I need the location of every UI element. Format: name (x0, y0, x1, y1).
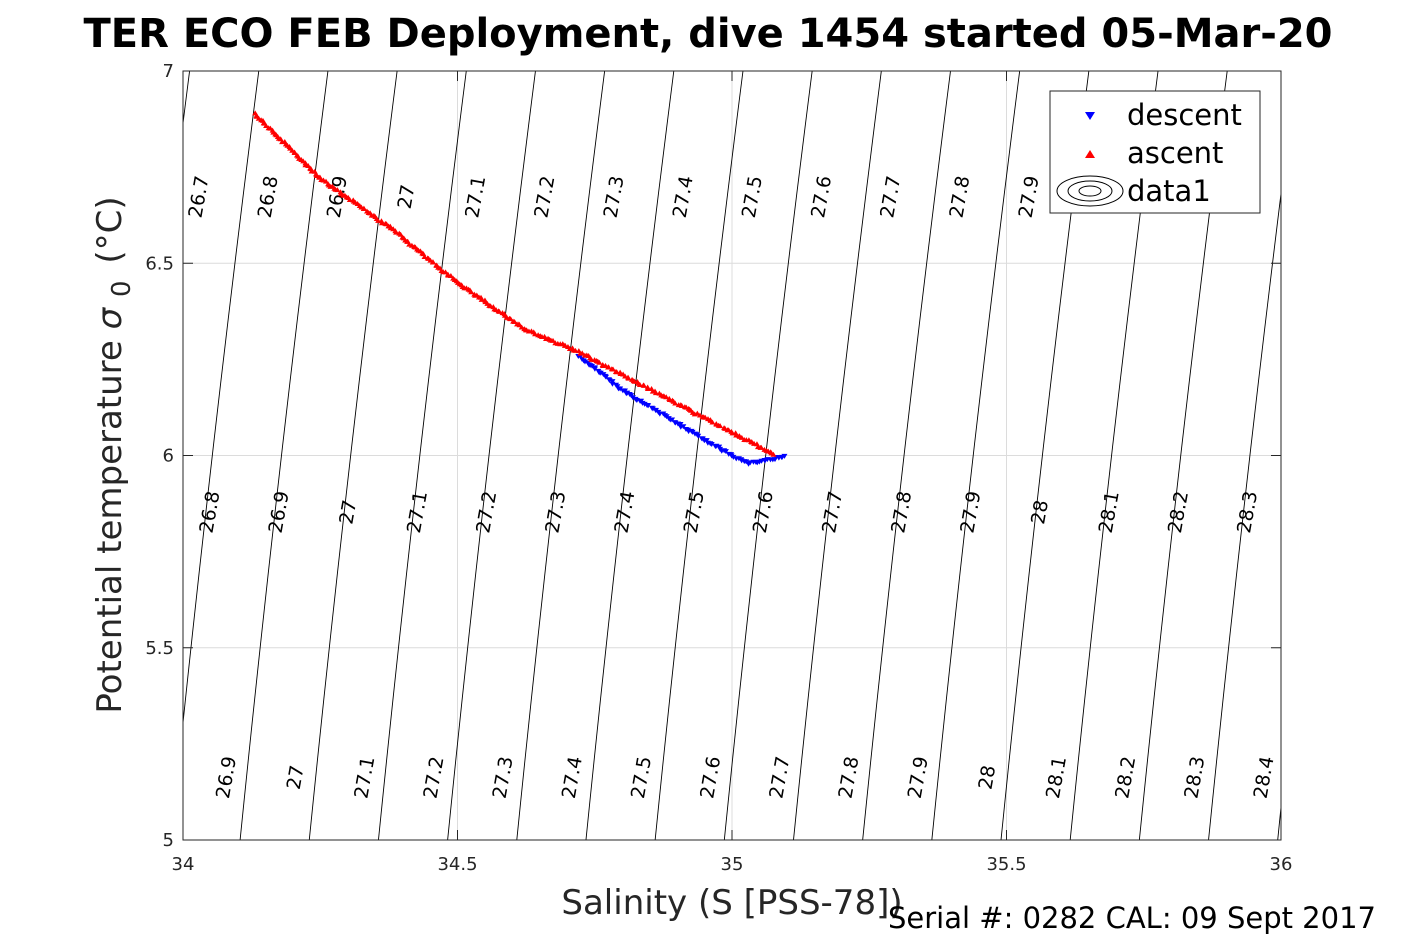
isopycnal-line-20 (1347, 71, 1417, 840)
y-tick-label-3: 6.5 (145, 253, 174, 274)
serial-calibration-footer: Serial #: 0282 CAL: 09 Sept 2017 (888, 901, 1376, 935)
y-axis-label-unit: (°C) (90, 196, 130, 263)
isopycnal-line-19 (1278, 71, 1366, 840)
legend-descent-label: descent (1127, 98, 1242, 132)
contour-label-middle-2: 27 (335, 498, 361, 526)
y-axis-label-subscript: 0 (107, 280, 137, 297)
y-tick-label-1: 5.5 (145, 638, 174, 659)
legend-ascent-label: ascent (1127, 136, 1223, 170)
svg-text:Potential temperature σ: Potential temperature σ 0 (°C) (90, 196, 139, 713)
y-tick-label-4: 7 (163, 61, 174, 82)
contour-label-top-3: 27 (394, 183, 420, 211)
x-tick-label-4: 36 (1270, 854, 1293, 875)
chart-title: TER ECO FEB Deployment, dive 1454 starte… (83, 11, 1332, 57)
y-tick-label-0: 5 (163, 830, 174, 851)
y-axis-label: Potential temperature σ 0 (°C) (90, 196, 139, 713)
y-tick-label-2: 6 (163, 446, 174, 467)
contour-label-bottom-11: 28 (974, 764, 1000, 792)
isopycnal-line-0 (0, 71, 51, 840)
x-tick-label-0: 34 (172, 854, 195, 875)
legend: descent ascent data1 (1050, 91, 1260, 213)
x-tick-label-1: 34.5 (437, 854, 477, 875)
y-axis-label-main: Potential temperature (90, 340, 130, 713)
x-axis-label: Salinity (S [PSS-78]) (561, 883, 902, 923)
contour-label-middle-12: 28 (1027, 498, 1053, 526)
contour-label-bottom-1: 27 (283, 764, 309, 792)
x-tick-label-2: 35 (721, 854, 744, 875)
y-axis-label-sigma: σ (90, 306, 130, 329)
x-tick-label-3: 35.5 (986, 854, 1026, 875)
legend-data1-label: data1 (1127, 174, 1211, 208)
